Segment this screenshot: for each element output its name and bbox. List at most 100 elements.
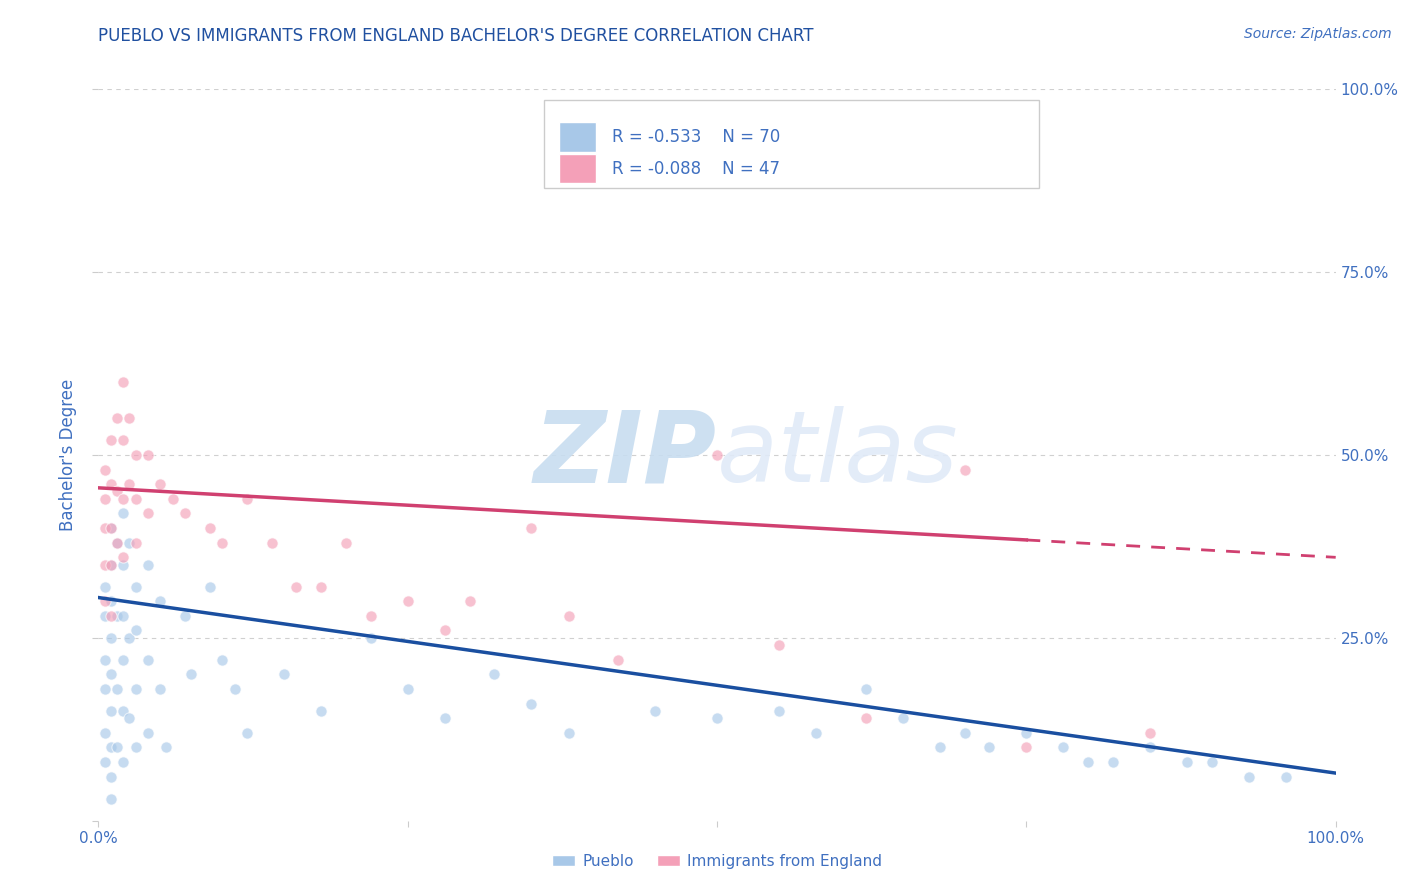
Point — [1237, 770, 1260, 784]
Point — [706, 711, 728, 725]
Point — [100, 770, 122, 784]
Y-axis label: Bachelor's Degree: Bachelor's Degree — [59, 379, 77, 531]
Point — [112, 434, 135, 448]
Point — [112, 558, 135, 572]
Point — [112, 550, 135, 565]
Point — [100, 558, 122, 572]
Point — [124, 740, 146, 755]
Point — [112, 704, 135, 718]
Point — [124, 535, 146, 549]
Point — [124, 491, 146, 506]
Point — [93, 726, 115, 740]
Point — [136, 653, 159, 667]
Point — [149, 477, 172, 491]
Point — [100, 521, 122, 535]
Point — [105, 740, 128, 755]
Point — [105, 535, 128, 549]
Point — [433, 711, 456, 725]
Point — [484, 667, 506, 681]
Point — [112, 491, 135, 506]
Point — [100, 558, 122, 572]
Point — [100, 608, 122, 623]
Point — [100, 740, 122, 755]
Bar — [558, 154, 596, 183]
Point — [118, 535, 141, 549]
Point — [1015, 726, 1038, 740]
Point — [396, 594, 419, 608]
Point — [335, 535, 357, 549]
Point — [100, 667, 122, 681]
Point — [180, 667, 202, 681]
Point — [891, 711, 914, 725]
Point — [396, 681, 419, 696]
Point — [520, 521, 543, 535]
Point — [112, 608, 135, 623]
Point — [136, 558, 159, 572]
Point — [1052, 740, 1074, 755]
Point — [211, 535, 233, 549]
Point — [607, 653, 630, 667]
Point — [93, 580, 115, 594]
Point — [458, 594, 481, 608]
Point — [953, 726, 976, 740]
Point — [100, 434, 122, 448]
Point — [260, 535, 283, 549]
FancyBboxPatch shape — [544, 100, 1039, 188]
Point — [644, 704, 666, 718]
Point — [1077, 755, 1099, 769]
Point — [557, 608, 579, 623]
Point — [198, 521, 221, 535]
Point — [93, 681, 115, 696]
Point — [149, 594, 172, 608]
Point — [309, 704, 332, 718]
Point — [112, 653, 135, 667]
Point — [236, 491, 259, 506]
Point — [124, 624, 146, 638]
Point — [236, 726, 259, 740]
Point — [979, 740, 1001, 755]
Point — [118, 631, 141, 645]
Point — [93, 594, 115, 608]
Point — [93, 491, 115, 506]
Text: atlas: atlas — [717, 407, 959, 503]
Point — [855, 711, 877, 725]
Point — [118, 411, 141, 425]
Point — [273, 667, 295, 681]
Point — [100, 631, 122, 645]
Point — [174, 608, 197, 623]
Point — [155, 740, 177, 755]
Point — [93, 521, 115, 535]
Text: R = -0.088    N = 47: R = -0.088 N = 47 — [612, 160, 780, 178]
Point — [360, 631, 382, 645]
Text: Source: ZipAtlas.com: Source: ZipAtlas.com — [1244, 27, 1392, 41]
Point — [100, 477, 122, 491]
Point — [112, 507, 135, 521]
Point — [309, 580, 332, 594]
Text: ZIP: ZIP — [534, 407, 717, 503]
Point — [112, 755, 135, 769]
Point — [162, 491, 184, 506]
Point — [136, 507, 159, 521]
Legend: Pueblo, Immigrants from England: Pueblo, Immigrants from England — [546, 848, 889, 875]
Point — [105, 681, 128, 696]
Point — [224, 681, 246, 696]
Point — [285, 580, 308, 594]
Point — [100, 791, 122, 805]
Point — [211, 653, 233, 667]
Point — [100, 704, 122, 718]
Text: R = -0.533    N = 70: R = -0.533 N = 70 — [612, 128, 780, 146]
Point — [100, 521, 122, 535]
Point — [1139, 726, 1161, 740]
Point — [1139, 740, 1161, 755]
Point — [1275, 770, 1298, 784]
Bar — [558, 122, 596, 152]
Point — [198, 580, 221, 594]
Point — [1015, 740, 1038, 755]
Point — [93, 653, 115, 667]
Point — [433, 624, 456, 638]
Point — [112, 375, 135, 389]
Point — [118, 711, 141, 725]
Point — [360, 608, 382, 623]
Point — [928, 740, 950, 755]
Point — [706, 448, 728, 462]
